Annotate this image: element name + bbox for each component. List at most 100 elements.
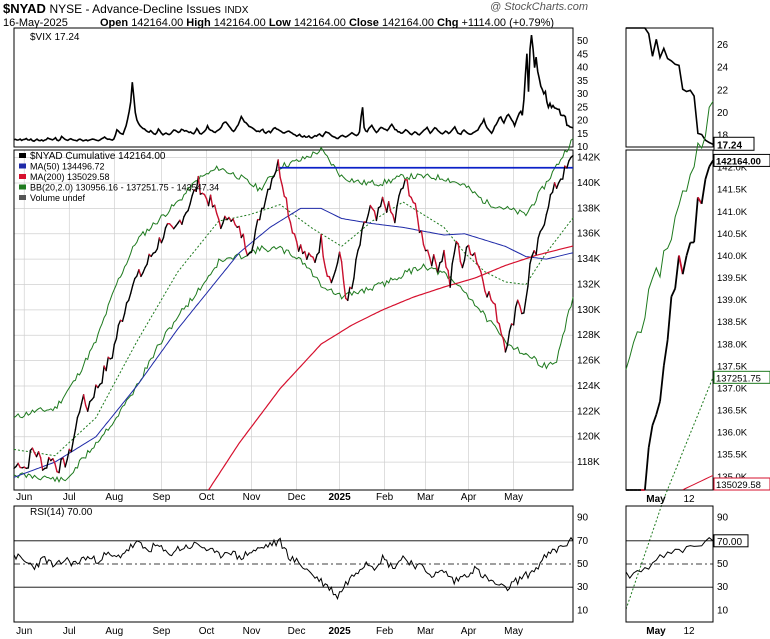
zoom-y-tick-label: 139.5K	[717, 273, 748, 284]
price-segment	[183, 212, 187, 218]
zoom-price-segment	[674, 255, 680, 289]
price-segment	[527, 262, 531, 287]
rsi-zoom-x-axis-label: 12	[683, 626, 695, 637]
price-segment	[355, 249, 359, 261]
price-segment	[27, 449, 32, 469]
price-segment	[138, 268, 142, 278]
zoom-x-axis-label: 12	[683, 494, 695, 505]
ma50-line	[13, 207, 574, 478]
vix-zoom-y-tick-label: 24	[717, 63, 729, 74]
volume-legend: Volume undef	[30, 193, 86, 203]
price-segment	[402, 179, 406, 189]
price-segment	[314, 254, 318, 264]
price-segment	[93, 384, 97, 398]
bb-upper-line	[13, 138, 574, 419]
price-segment	[342, 281, 347, 299]
chg-label: Chg	[437, 17, 459, 29]
price-segment	[523, 298, 527, 314]
price-segment	[557, 178, 562, 184]
price-segment	[111, 343, 116, 359]
rsi-legend: RSI(14) 70.00	[30, 507, 93, 518]
rsi-x-axis-label: Feb	[376, 626, 394, 637]
brand-watermark: @ StockCharts.com	[490, 1, 588, 13]
price-segment	[514, 299, 519, 308]
zoom-ma200-line	[682, 474, 714, 491]
price-segment	[37, 451, 42, 459]
price-segment	[31, 447, 36, 454]
price-segment	[375, 207, 380, 222]
price-segment	[541, 224, 546, 230]
rsi-panel-frame	[13, 505, 574, 623]
close-label: Close	[348, 17, 379, 29]
x-axis-label: 2025	[328, 492, 351, 503]
price-segment	[191, 189, 195, 197]
price-last-box	[713, 153, 770, 167]
price-last-label: 142164.00	[716, 156, 761, 167]
price-segment	[203, 193, 208, 200]
price-segment	[433, 254, 437, 264]
vix-y-tick-label: 15	[577, 129, 589, 140]
rsi-x-axis-label: Apr	[461, 626, 477, 637]
price-y-tick-label: 142K	[577, 153, 601, 164]
price-y-tick-label: 136K	[577, 229, 601, 240]
price-y-tick-label: 134K	[577, 254, 601, 265]
x-axis-label: May	[504, 492, 523, 503]
price-segment	[504, 344, 509, 353]
zoom-y-tick-label: 140.0K	[717, 251, 748, 262]
price-segment	[66, 448, 70, 461]
ma200-box	[713, 477, 770, 491]
ma200-line	[208, 245, 574, 491]
zoom-y-tick-label: 138.0K	[717, 339, 748, 350]
rsi-x-axis-label: Dec	[288, 626, 306, 637]
price-legend: $NYAD Cumulative 142164.00	[30, 151, 166, 162]
price-segment	[87, 401, 91, 412]
rsi-x-axis-label: Mar	[417, 626, 435, 637]
vix-y-tick-label: 50	[577, 36, 589, 47]
price-segment	[396, 195, 400, 208]
price-segment	[367, 204, 371, 216]
vix-panel-frame	[13, 27, 574, 148]
price-segment	[431, 254, 435, 267]
price-segment	[130, 284, 134, 295]
price-segment	[250, 242, 255, 253]
rsi-zoom-y-tick-label: 10	[717, 605, 729, 616]
price-y-tick-label: 130K	[577, 305, 601, 316]
price-segment	[146, 253, 150, 265]
zoom-price-segment	[681, 255, 688, 275]
x-axis-label: Feb	[376, 492, 394, 503]
rsi-zoom-y-tick-label: 90	[717, 513, 729, 524]
price-segment	[359, 228, 363, 246]
price-segment	[242, 233, 247, 250]
ma200-legend: MA(200) 135029.58	[30, 172, 110, 182]
vix-zoom-line	[626, 27, 714, 146]
price-segment	[394, 206, 398, 224]
price-y-tick-label: 140K	[577, 178, 601, 189]
x-axis-label: Jul	[63, 492, 76, 503]
vix-y-tick-label: 10	[577, 142, 589, 153]
vix-zoom-y-tick-label: 20	[717, 108, 729, 119]
chart-date: 16-May-2025	[3, 17, 68, 29]
price-segment	[443, 249, 447, 268]
vix-y-tick-label: 40	[577, 63, 589, 74]
ohlc-readout: Open 142164.00 High 142164.00 Low 142164…	[100, 17, 554, 29]
price-segment	[132, 277, 136, 286]
price-segment	[140, 271, 144, 278]
price-segment	[273, 170, 277, 177]
price-segment	[113, 338, 118, 346]
exchange: INDX	[224, 5, 249, 16]
vix-y-tick-label: 30	[577, 89, 589, 100]
price-segment	[543, 213, 548, 226]
price-segment	[285, 197, 290, 217]
price-panel-frame	[13, 149, 574, 491]
zoom-price-segment	[704, 166, 711, 180]
price-segment	[58, 458, 62, 474]
price-segment	[529, 255, 533, 265]
price-segment	[474, 252, 478, 264]
zoom-y-tick-label: 137.0K	[717, 383, 748, 394]
price-segment	[570, 154, 574, 159]
price-segment	[160, 237, 165, 244]
bb-legend-swatch	[19, 184, 26, 190]
vix-legend: $VIX 17.24	[30, 32, 80, 43]
price-segment	[156, 237, 161, 250]
zoom-price-segment	[693, 197, 699, 243]
